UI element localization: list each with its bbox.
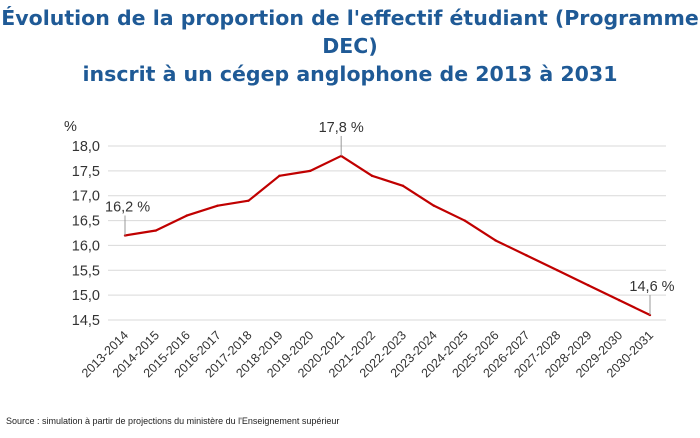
y-tick-label: 15,0 bbox=[72, 288, 100, 304]
chart-title-line-2: inscrit à un cégep anglophone de 2013 à … bbox=[82, 62, 618, 86]
source-note: Source : simulation à partir de projecti… bbox=[6, 416, 340, 426]
data-point bbox=[401, 184, 405, 187]
y-tick-label: 14,5 bbox=[72, 313, 100, 329]
y-tick-label: 15,5 bbox=[72, 263, 100, 279]
data-label: 17,8 % bbox=[319, 120, 364, 136]
y-tick-label: 16,0 bbox=[72, 238, 100, 254]
data-point bbox=[617, 298, 621, 302]
y-tick-label: 17,0 bbox=[72, 189, 100, 205]
data-point bbox=[216, 204, 219, 207]
data-point bbox=[556, 269, 559, 272]
series-line bbox=[124, 154, 651, 317]
data-label: 16,2 % bbox=[105, 199, 150, 215]
data-point bbox=[463, 219, 466, 222]
y-tick-label: 17,5 bbox=[72, 164, 100, 180]
chart-title: Évolution de la proportion de l'effectif… bbox=[0, 4, 700, 88]
data-point bbox=[432, 204, 436, 207]
y-tick-label: 18,0 bbox=[72, 139, 100, 155]
data-point bbox=[154, 229, 158, 232]
data-point bbox=[247, 199, 250, 202]
data-point bbox=[278, 174, 281, 178]
data-point bbox=[587, 284, 590, 287]
data-point bbox=[185, 214, 188, 217]
y-axis-label: % bbox=[64, 119, 77, 135]
data-point bbox=[525, 254, 528, 257]
data-label: 14,6 % bbox=[629, 279, 674, 295]
chart-title-line-1: Évolution de la proportion de l'effectif… bbox=[1, 6, 699, 58]
y-tick-label: 16,5 bbox=[72, 214, 100, 230]
data-point bbox=[370, 174, 374, 178]
data-point bbox=[309, 169, 312, 173]
data-point bbox=[494, 239, 497, 242]
